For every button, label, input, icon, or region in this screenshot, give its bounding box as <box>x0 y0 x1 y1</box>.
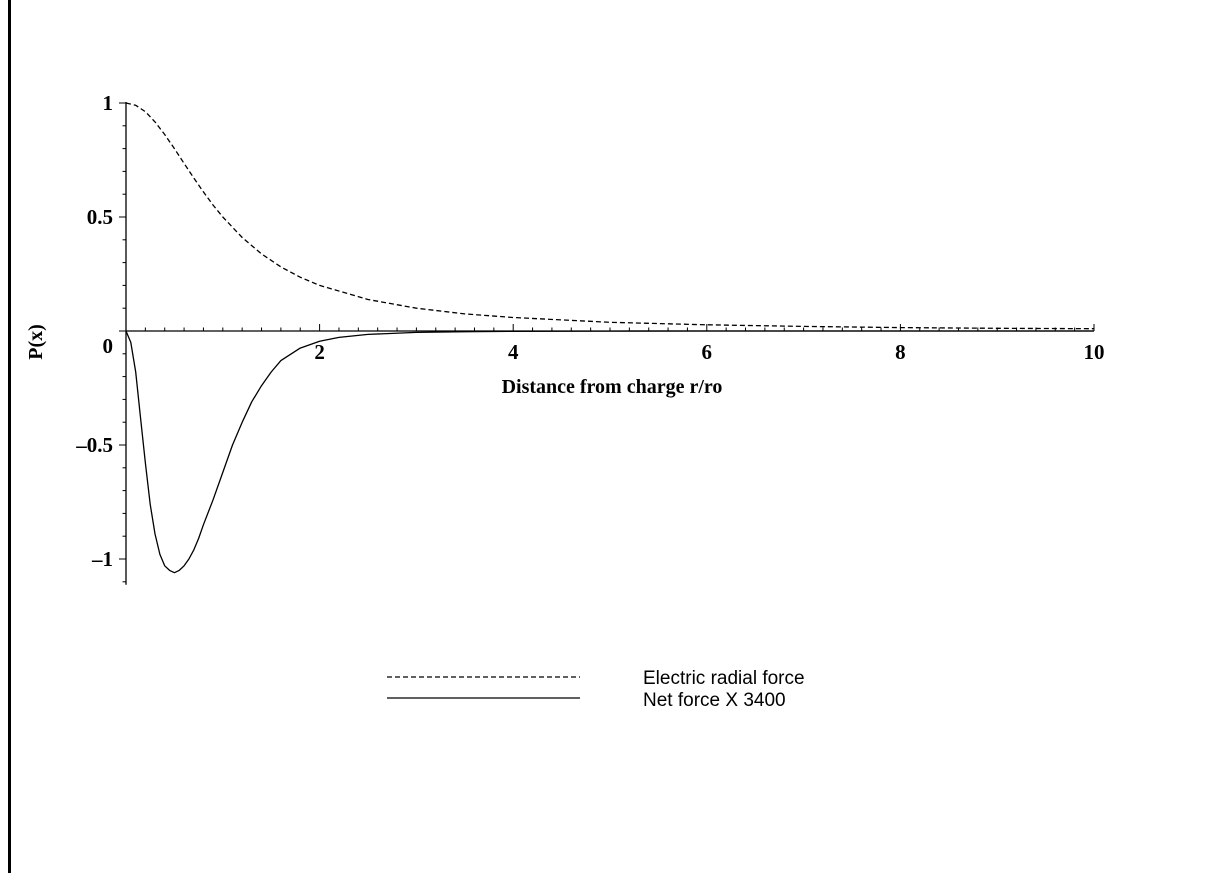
frame-border <box>8 0 11 873</box>
x-tick-label: 6 <box>702 340 713 364</box>
x-tick-label: 2 <box>314 340 325 364</box>
x-tick-label: 10 <box>1084 340 1105 364</box>
y-tick-label: 1 <box>103 91 114 115</box>
y-tick-label: 0 <box>103 334 114 358</box>
series-line-electric-radial-force <box>125 102 1095 330</box>
y-tick-label: –0.5 <box>75 433 113 457</box>
legend: Electric radial force Net force X 3400 <box>387 668 805 711</box>
series-line-net-force <box>125 330 1094 574</box>
x-tick-label: 8 <box>895 340 906 364</box>
legend-label-electric-radial-force: Electric radial force <box>643 668 805 689</box>
y-axis-title: P(x) <box>25 324 47 360</box>
x-tick-label: 4 <box>508 340 519 364</box>
plot-area: 2 4 6 8 10 1 0.5 0 –0.5 –1 <box>75 91 1105 585</box>
x-axis-title: Distance from charge r/ro <box>502 376 723 398</box>
y-tick-label: 0.5 <box>87 205 113 229</box>
legend-label-net-force: Net force X 3400 <box>643 690 786 711</box>
y-tick-label: –1 <box>91 547 113 571</box>
